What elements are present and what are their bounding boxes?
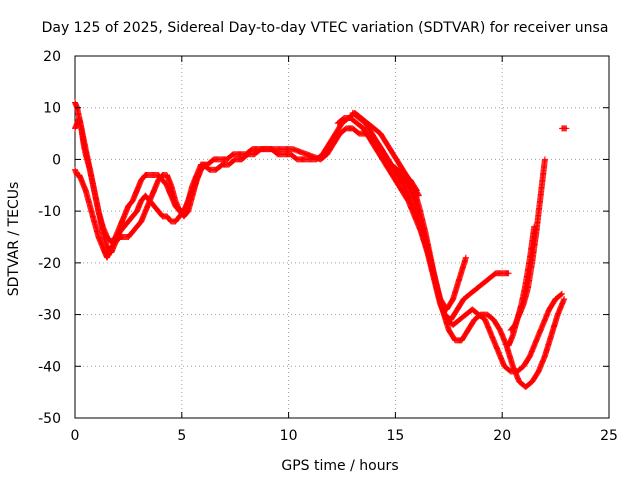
series-arc-i	[398, 171, 469, 313]
x-tick-label: 20	[493, 428, 511, 444]
data-point	[531, 223, 538, 230]
y-tick-label: -20	[38, 256, 61, 272]
x-axis-ticks: 0 5 10 15 20 25	[71, 56, 618, 444]
series-arc-l	[559, 125, 570, 132]
y-tick-label: 10	[43, 101, 61, 117]
plot-border	[74, 55, 610, 419]
grid-lines	[75, 56, 609, 418]
x-tick-label: 5	[177, 428, 186, 444]
y-axis-ticks: -50 -40 -30 -20 -10 0 10 20	[38, 49, 609, 427]
data-point	[505, 270, 512, 277]
data-point	[462, 254, 469, 261]
data-point	[559, 290, 566, 297]
series-arc-k	[505, 223, 538, 349]
data-point	[193, 177, 200, 184]
y-tick-label: 20	[43, 49, 61, 65]
y-axis-label: SDTVAR / TECUs	[6, 182, 22, 297]
plot-frame	[74, 55, 610, 419]
x-axis-label: GPS time / hours	[281, 458, 398, 474]
y-tick-label: -40	[38, 359, 61, 375]
x-tick-label: 15	[386, 428, 404, 444]
data-point	[558, 291, 565, 298]
series-arc-c	[72, 166, 200, 261]
y-tick-label: -10	[38, 204, 61, 220]
y-tick-label: 0	[52, 152, 61, 168]
series-arc-j	[507, 156, 548, 334]
data-point	[561, 296, 568, 303]
x-tick-label: 0	[71, 428, 80, 444]
data-point	[541, 156, 548, 163]
y-tick-label: -50	[38, 411, 61, 427]
data-point	[563, 125, 570, 132]
x-tick-label: 10	[280, 428, 298, 444]
chart-title: Day 125 of 2025, Sidereal Day-to-day VTE…	[42, 20, 609, 36]
y-tick-label: -30	[38, 308, 61, 324]
x-tick-label: 25	[600, 428, 618, 444]
data-marks	[72, 99, 570, 390]
